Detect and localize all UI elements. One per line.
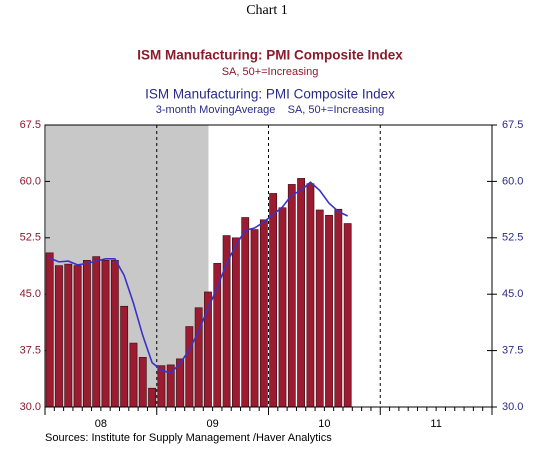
bar (232, 237, 240, 408)
bar (325, 214, 333, 408)
bar (101, 260, 110, 408)
y2-tick-label: 67.5 (502, 119, 523, 131)
bar (213, 263, 222, 408)
bar (334, 208, 343, 408)
bar (45, 252, 54, 408)
bar (287, 184, 296, 408)
bar (269, 193, 278, 408)
bar (120, 305, 129, 408)
y2-tick-label: 52.5 (502, 232, 523, 244)
bar (194, 307, 203, 408)
y2-tick-label: 30.0 (502, 401, 523, 413)
y-tick-label: 45.0 (20, 288, 41, 300)
bar (250, 229, 259, 408)
x-tick-label: 08 (95, 418, 107, 430)
y-tick-label: 52.5 (20, 232, 41, 244)
x-tick-label: 09 (207, 418, 219, 430)
bar (343, 223, 352, 408)
bar (185, 326, 194, 408)
bar (306, 183, 315, 408)
bar (222, 235, 231, 408)
bar (278, 207, 287, 408)
y2-tick-label: 45.0 (502, 288, 523, 300)
bar (297, 178, 305, 408)
x-tick-label: 11 (430, 418, 441, 430)
y-tick-label: 37.5 (20, 345, 41, 357)
moving-average-line (49, 181, 349, 375)
y-tick-label: 60.0 (20, 175, 41, 187)
bar (157, 365, 166, 408)
series-title: ISM Manufacturing: PMI Composite Index (137, 48, 403, 63)
series-subtitle: 3-month MovingAverage SA, 50+=Increasing (156, 104, 385, 116)
bar (315, 209, 324, 408)
bar (259, 219, 268, 408)
bar (241, 217, 250, 408)
y-tick-label: 67.5 (20, 119, 41, 131)
y-tick-label: 30.0 (20, 401, 41, 413)
bar (148, 387, 156, 408)
series-subtitle: SA, 50+=Increasing (222, 66, 319, 78)
chart-title: Chart 1 (246, 3, 288, 18)
bar (73, 265, 82, 408)
y2-tick-label: 37.5 (502, 345, 523, 357)
bar (129, 342, 138, 408)
bar (64, 263, 73, 408)
bar (92, 256, 101, 408)
x-tick-label: 10 (318, 418, 330, 430)
y2-tick-label: 60.0 (502, 175, 523, 187)
plot-frame (44, 124, 493, 408)
bar (83, 260, 91, 408)
source: Sources: Institute for Supply Management… (45, 432, 332, 444)
bar (110, 260, 119, 408)
series-title: ISM Manufacturing: PMI Composite Index (145, 87, 395, 102)
bar (55, 265, 63, 408)
bar (138, 357, 147, 408)
